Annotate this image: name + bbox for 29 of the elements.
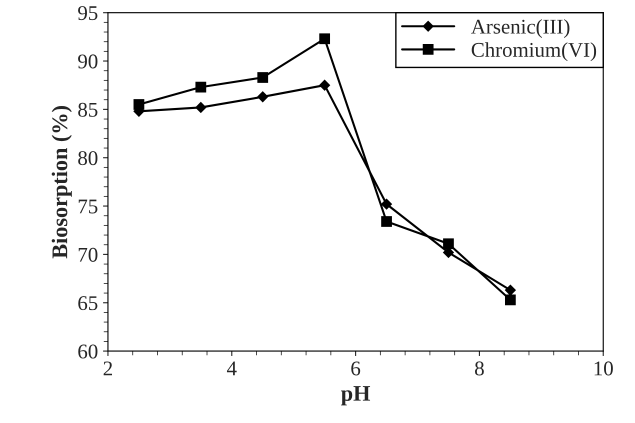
y-tick-label: 70 <box>78 248 98 262</box>
point <box>195 102 206 113</box>
y-tick-label: 80 <box>78 151 98 166</box>
point <box>319 80 330 91</box>
x-tick-label: 4 <box>226 362 237 376</box>
legend-label: Chromium(VI) <box>472 42 596 62</box>
point <box>257 91 268 102</box>
point <box>257 72 268 83</box>
legend-label: Arsenic(III) <box>471 19 570 38</box>
point <box>381 198 392 210</box>
point <box>319 33 330 44</box>
point <box>134 99 144 110</box>
y-axis-title: Biosorption (%) <box>52 106 72 258</box>
point <box>381 216 392 227</box>
y-tick-label: 65 <box>78 296 98 310</box>
x-axis-title: pH <box>341 386 370 406</box>
x-tick-label: 6 <box>351 361 360 376</box>
y-tick-label: 85 <box>78 102 98 117</box>
y-tick-label: 75 <box>78 200 98 214</box>
point <box>443 238 454 250</box>
x-tick-label: 8 <box>475 361 484 376</box>
point <box>504 284 516 296</box>
point <box>505 294 516 306</box>
y-tick-label: 95 <box>78 6 98 20</box>
point <box>195 82 206 93</box>
x-tick-label: 2 <box>104 361 112 376</box>
y-tick-label: 90 <box>78 54 98 68</box>
y-tick-label: 60 <box>78 344 98 359</box>
x-tick-label: 10 <box>594 361 613 376</box>
